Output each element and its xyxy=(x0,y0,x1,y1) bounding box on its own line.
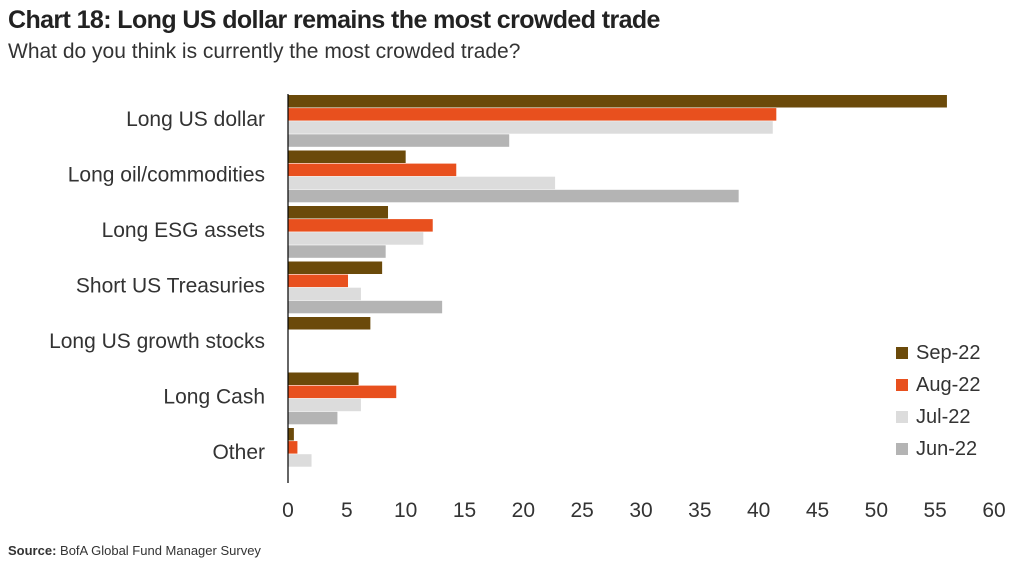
x-tick-label: 20 xyxy=(512,499,535,522)
category-label: Long oil/commodities xyxy=(68,164,265,187)
category-label: Long ESG assets xyxy=(102,219,265,242)
legend-swatch xyxy=(896,379,908,391)
bar-sep-22-4 xyxy=(288,261,383,274)
category-label: Long US dollar xyxy=(126,108,265,131)
legend-label: Jun-22 xyxy=(916,437,978,460)
bar-jun-22-1 xyxy=(288,134,510,147)
bar-jul-22-6 xyxy=(288,398,361,412)
x-tick-label: 60 xyxy=(982,499,1005,522)
bar-jun-22-2 xyxy=(288,189,739,203)
category-label: Long US growth stocks xyxy=(49,330,265,353)
x-tick-label: 5 xyxy=(341,499,353,522)
bar-jun-22-3 xyxy=(288,245,386,258)
chart-subtitle: What do you think is currently the most … xyxy=(8,40,521,63)
category-label: Long Cash xyxy=(163,386,265,409)
legend-item-jul-22: Jul-22 xyxy=(896,401,981,433)
bar-jul-22-2 xyxy=(288,176,556,190)
legend-label: Aug-22 xyxy=(916,373,981,396)
bar-sep-22-2 xyxy=(288,150,406,163)
category-label: Short US Treasuries xyxy=(76,275,265,298)
x-tick-label: 50 xyxy=(865,499,888,522)
bar-jul-22-3 xyxy=(288,232,424,245)
legend-item-aug-22: Aug-22 xyxy=(896,369,981,401)
x-tick-label: 15 xyxy=(453,499,476,522)
legend-swatch xyxy=(896,347,908,359)
bar-sep-22-3 xyxy=(288,206,389,219)
bar-sep-22-7 xyxy=(288,428,294,441)
legend-swatch xyxy=(896,443,908,455)
bar-aug-22-4 xyxy=(288,274,349,288)
bar-jun-22-4 xyxy=(288,300,443,314)
source-text: BofA Global Fund Manager Survey xyxy=(60,543,261,558)
x-tick-label: 35 xyxy=(688,499,711,522)
source-note: Source: BofA Global Fund Manager Survey xyxy=(8,543,261,558)
category-label: Other xyxy=(212,441,265,464)
bar-aug-22-1 xyxy=(288,108,777,121)
bar-jul-22-1 xyxy=(288,121,773,134)
legend-item-sep-22: Sep-22 xyxy=(896,337,981,369)
bar-sep-22-5 xyxy=(288,317,371,330)
legend-label: Sep-22 xyxy=(916,341,981,364)
legend-item-jun-22: Jun-22 xyxy=(896,433,981,465)
x-tick-label: 30 xyxy=(629,499,652,522)
legend-swatch xyxy=(896,411,908,423)
legend: Sep-22 Aug-22 Jul-22 Jun-22 xyxy=(896,337,981,465)
bar-jun-22-6 xyxy=(288,411,338,425)
bar-sep-22-1 xyxy=(288,95,947,108)
bar-aug-22-7 xyxy=(288,441,298,454)
x-tick-label: 25 xyxy=(570,499,593,522)
x-tick-label: 45 xyxy=(806,499,829,522)
chart-title: Chart 18: Long US dollar remains the mos… xyxy=(8,6,660,34)
x-tick-label: 0 xyxy=(282,499,294,522)
bar-aug-22-2 xyxy=(288,163,457,177)
bar-sep-22-6 xyxy=(288,372,359,385)
source-label: Source: xyxy=(8,543,57,558)
bar-aug-22-3 xyxy=(288,219,433,232)
bar-jul-22-7 xyxy=(288,454,312,467)
bar-jul-22-4 xyxy=(288,287,361,301)
x-tick-label: 40 xyxy=(747,499,770,522)
x-tick-label: 55 xyxy=(923,499,946,522)
bar-aug-22-6 xyxy=(288,385,397,399)
legend-label: Jul-22 xyxy=(916,405,971,428)
x-tick-label: 10 xyxy=(394,499,417,522)
